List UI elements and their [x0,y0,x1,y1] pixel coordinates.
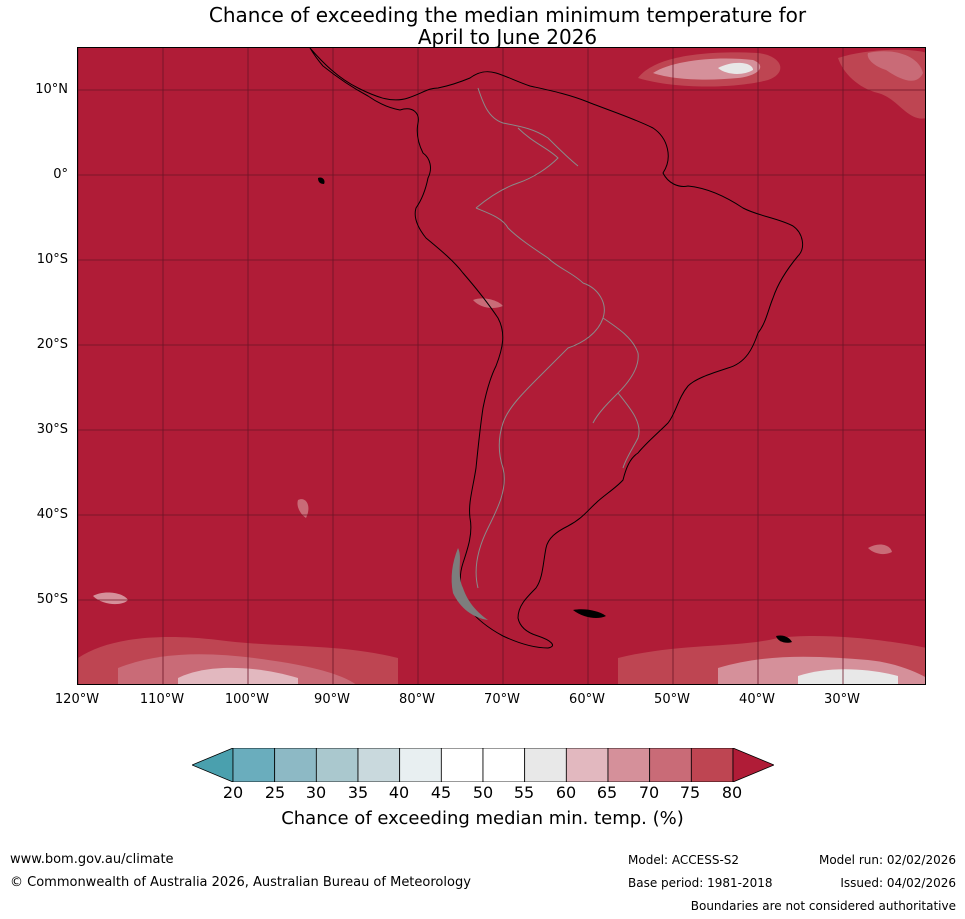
colorbar-box [399,748,442,782]
lon-label-50w: 50°W [654,692,690,707]
map-canvas [78,48,925,684]
colorbar-tick: 35 [347,783,369,802]
lat-label-50s: 50°S [36,592,68,607]
graticule [78,48,925,684]
continent-coastline [309,48,804,649]
footer-base-period: Base period: 1981-2018 [628,876,773,890]
footer-website: www.bom.gov.au/climate [10,852,174,867]
map-background [78,48,925,684]
colorbar-tick: 60 [555,783,577,802]
colorbar-box [524,748,567,782]
colorbar-box [565,748,609,782]
patagonia-fjords [451,548,488,620]
map-panel [77,47,926,685]
colorbar-tick: 30 [305,783,327,802]
lon-label-40w: 40°W [739,692,775,707]
patch-northeast [638,49,925,119]
map-title: Chance of exceeding the median minimum t… [0,4,965,48]
colorbar-box [482,748,526,782]
islands [318,177,792,643]
lon-label-90w: 90°W [314,692,350,707]
colorbar-tick: 75 [679,783,701,802]
colorbar-label: Chance of exceeding median min. temp. (%… [281,808,684,829]
colorbar-tick: 20 [222,783,244,802]
lon-label-30w: 30°W [824,692,860,707]
title-line-1: Chance of exceeding the median minimum t… [208,3,807,27]
colorbar-tick: 40 [388,783,410,802]
lon-label-100w: 100°W [224,692,270,707]
colorbar-arrow-high [732,748,774,782]
colorbar-box [274,748,317,782]
lat-label-0: 0° [53,167,68,182]
colorbar-box [607,748,651,782]
footer-disclaimer: Boundaries are not considered authoritat… [690,899,956,913]
colorbar-tick: 25 [264,783,286,802]
lat-label-10s: 10°S [36,252,68,267]
colorbar-tick: 70 [638,783,660,802]
colorbar-box [315,748,359,782]
footer-model-run: Model run: 02/02/2026 [818,853,956,867]
lon-label-110w: 110°W [139,692,185,707]
lat-label-30s: 30°S [36,422,68,437]
lat-label-20s: 20°S [36,337,68,352]
colorbar-tick: 65 [596,783,618,802]
colorbar-tick: 50 [472,783,494,802]
colorbar [192,748,774,782]
lon-label-120w: 120°W [54,692,100,707]
footer-model: Model: ACCESS-S2 [628,853,740,867]
lat-label-40s: 40°S [36,507,68,522]
colorbar-box [649,748,692,782]
colorbar-box [440,748,484,782]
patch-south [78,298,925,684]
colorbar-box [690,748,734,782]
country-borders [475,87,640,589]
title-line-2: April to June 2026 [417,25,598,49]
colorbar-tick: 45 [430,783,452,802]
footer-copyright: © Commonwealth of Australia 2026, Austra… [10,875,471,890]
footer-issued: Issued: 04/02/2026 [840,876,956,890]
lon-label-70w: 70°W [484,692,520,707]
colorbar-box [232,748,276,782]
colorbar-box [357,748,401,782]
lon-label-60w: 60°W [569,692,605,707]
lon-label-80w: 80°W [399,692,435,707]
lat-label-10n: 10°N [35,82,68,97]
colorbar-arrow-low [192,748,234,782]
colorbar-tick: 80 [721,783,743,802]
colorbar-tick: 55 [513,783,535,802]
